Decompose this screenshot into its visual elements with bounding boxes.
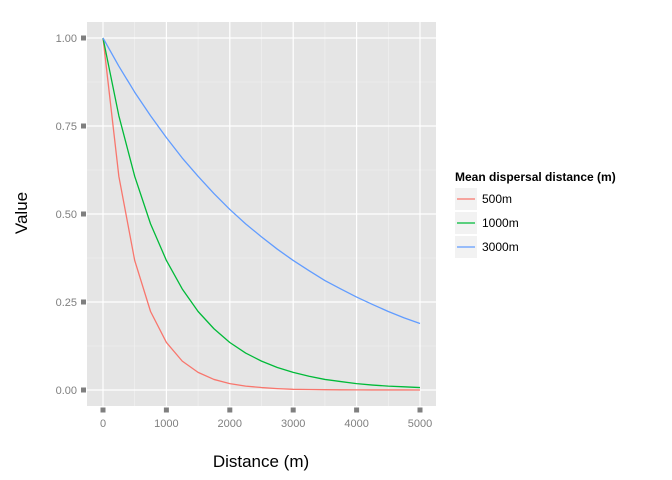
- x-tick-mark: [163, 407, 169, 413]
- x-tick-mark: [227, 407, 233, 413]
- x-axis-title: Distance (m): [213, 452, 309, 471]
- legend: Mean dispersal distance (m) 500m 1000m 300…: [455, 170, 616, 258]
- x-axis: 0 1000 2000 3000 4000 5000: [100, 407, 432, 430]
- x-tick-label: 4000: [344, 418, 368, 430]
- legend-label-500m: 500m: [482, 192, 512, 206]
- y-axis: 0.00 0.25 0.50 0.75 1.00: [56, 33, 86, 397]
- x-tick-label: 5000: [408, 418, 432, 430]
- series-lines: [102, 37, 421, 391]
- legend-items: 500m 1000m 3000m: [455, 188, 519, 258]
- y-tick-label: 0.50: [56, 209, 77, 221]
- series-line-3000m: [102, 37, 421, 325]
- x-tick-mark: [417, 407, 423, 413]
- x-tick-label: 0: [100, 418, 106, 430]
- x-tick-mark: [290, 407, 296, 413]
- legend-label-1000m: 1000m: [482, 216, 519, 230]
- legend-label-3000m: 3000m: [482, 240, 519, 254]
- x-tick-label: 2000: [218, 418, 242, 430]
- y-tick-label: 1.00: [56, 33, 77, 45]
- x-tick-mark: [354, 407, 360, 413]
- y-tick-mark: [81, 299, 86, 305]
- y-tick-mark: [81, 123, 86, 129]
- y-tick-mark: [81, 387, 86, 393]
- x-tick-label: 3000: [281, 418, 305, 430]
- y-tick-mark: [81, 35, 86, 41]
- series-line-500m: [102, 37, 421, 391]
- y-tick-label: 0.75: [56, 121, 77, 133]
- x-tick-label: 1000: [154, 418, 178, 430]
- y-tick-label: 0.00: [56, 385, 77, 397]
- y-tick-label: 0.25: [56, 297, 77, 309]
- x-tick-mark: [100, 407, 106, 413]
- y-axis-title: Value: [12, 192, 31, 234]
- y-tick-mark: [81, 211, 86, 217]
- legend-title: Mean dispersal distance (m): [455, 170, 616, 184]
- series-line-1000m: [102, 37, 421, 389]
